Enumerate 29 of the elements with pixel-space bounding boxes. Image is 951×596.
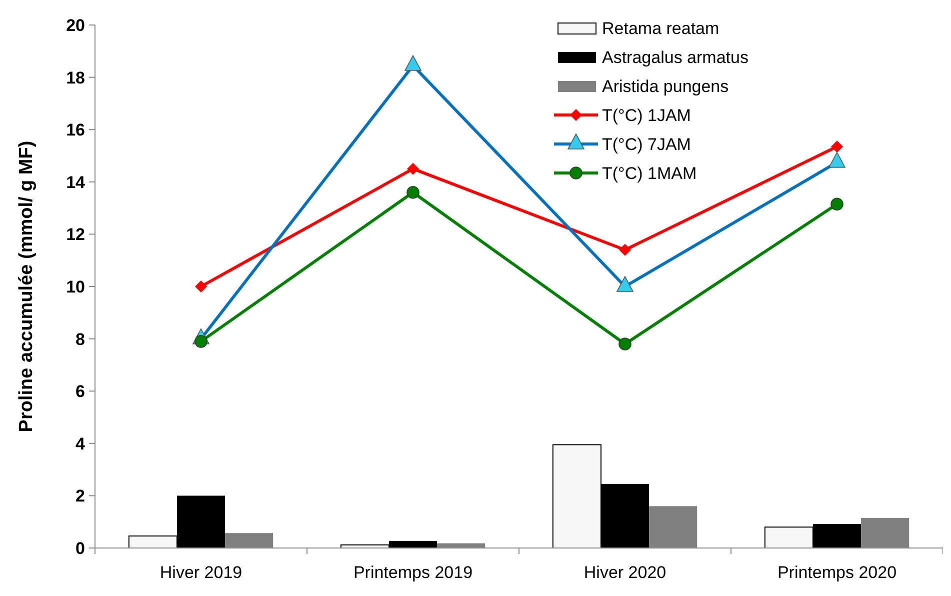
- y-tick-label: 0: [76, 538, 85, 558]
- legend-label: Aristida pungens: [602, 76, 729, 96]
- y-tick-label: 20: [66, 16, 85, 35]
- y-tick-label: 18: [66, 68, 85, 88]
- y-tick-label: 14: [66, 172, 86, 192]
- point: [619, 244, 631, 256]
- x-tick-label: Hiver 2019: [160, 563, 242, 582]
- y-tick-label: 16: [66, 120, 85, 140]
- x-tick-label: Hiver 2020: [584, 563, 666, 582]
- y-tick-label: 2: [76, 486, 85, 506]
- x-tick-label: Printemps 2020: [777, 563, 897, 582]
- legend-label: Astragalus armatus: [602, 48, 748, 67]
- point: [195, 280, 207, 292]
- y-tick-label: 8: [76, 330, 85, 349]
- y-tick-label: 10: [66, 277, 85, 296]
- y-axis-title: Proline accumulée (mmol/ g MF): [16, 140, 37, 432]
- point: [830, 198, 844, 211]
- legend-label: Retama reatam: [602, 18, 720, 38]
- legend-label: T(°C) 1JAM: [602, 106, 691, 125]
- legend-label: T(°C) 1MAM: [602, 164, 697, 183]
- legend-label: T(°C) 7JAM: [602, 134, 691, 154]
- point: [618, 338, 632, 350]
- point: [407, 162, 419, 175]
- y-tick-label: 12: [66, 225, 85, 244]
- point: [406, 186, 420, 199]
- y-tick-label: 6: [76, 382, 85, 402]
- y-tick-label: 4: [76, 434, 86, 454]
- x-tick-label: Printemps 2019: [353, 563, 473, 582]
- point: [831, 140, 843, 153]
